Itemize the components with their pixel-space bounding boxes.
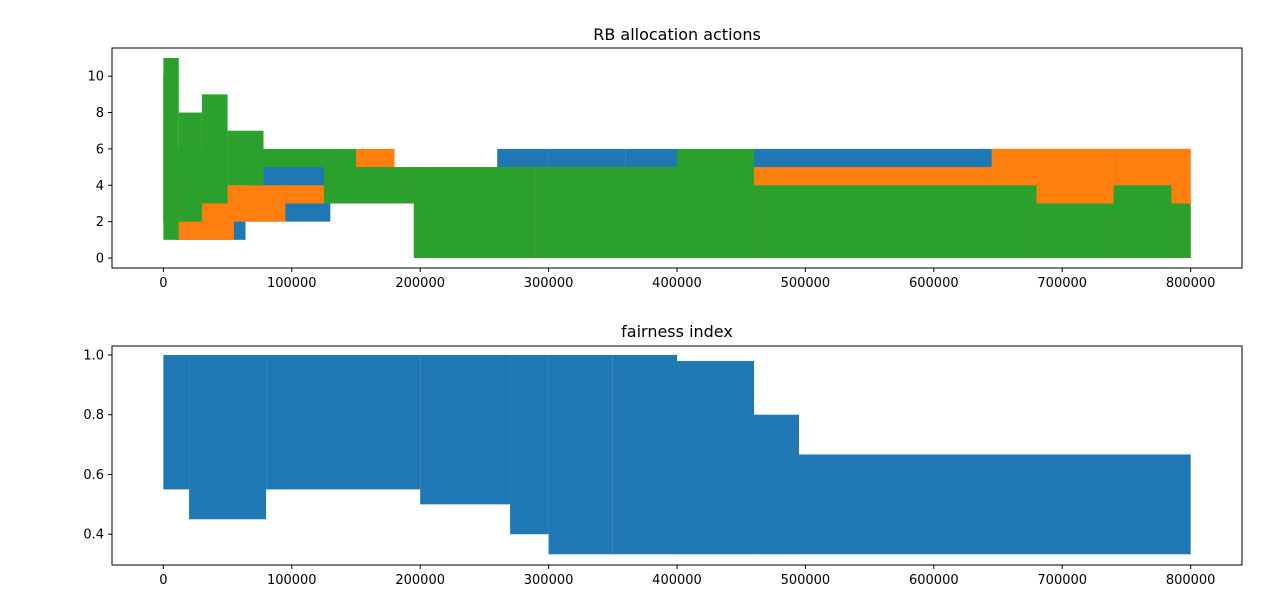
series-band: [754, 414, 799, 555]
x-tick-label: 100000: [267, 573, 317, 588]
series-band: [233, 185, 286, 222]
series-band: [510, 354, 549, 535]
y-tick-label: 8: [96, 106, 104, 121]
series-band: [420, 354, 511, 505]
series-band: [612, 354, 677, 555]
x-tick-label: 300000: [524, 573, 574, 588]
series-band: [798, 454, 1191, 555]
x-tick-label: 500000: [781, 276, 831, 291]
x-tick-label: 400000: [652, 573, 702, 588]
y-tick-label: 0.4: [83, 528, 104, 543]
series-band: [677, 360, 755, 555]
y-tick-label: 0.8: [83, 408, 104, 423]
x-tick-label: 800000: [1166, 276, 1216, 291]
y-tick-label: 1.0: [83, 348, 104, 363]
x-tick-label: 200000: [395, 573, 445, 588]
series-band: [201, 94, 228, 204]
plot-area: [163, 58, 1191, 258]
x-tick-label: 100000: [267, 276, 317, 291]
x-tick-label: 200000: [395, 276, 445, 291]
subplot-fairness-index: fairness index 0 100000 200000 300000 400000…: [83, 322, 1243, 588]
series-line: [163, 58, 1191, 258]
x-tick-label: 0: [159, 573, 167, 588]
plot-area: [163, 354, 1191, 555]
subplot-rb-allocation-actions: RB allocation actions 0 100000 200000 30000…: [87, 25, 1243, 291]
x-axis: 0 100000 200000 300000 400000 500000 600000 700…: [159, 565, 1215, 588]
series-band: [1113, 185, 1172, 258]
x-axis: 0 100000 200000 300000 400000 500000 600000 700…: [159, 268, 1215, 291]
x-tick-label: 0: [159, 276, 167, 291]
y-tick-label: 6: [96, 142, 104, 157]
series-band: [263, 148, 324, 168]
series-band: [1171, 203, 1191, 258]
series-band: [323, 148, 356, 204]
y-tick-label: 0.6: [83, 468, 104, 483]
series-band: [548, 354, 613, 555]
series-band: [189, 354, 267, 520]
series-band: [285, 185, 328, 204]
x-tick-label: 800000: [1166, 573, 1216, 588]
x-tick-label: 400000: [652, 276, 702, 291]
series-band: [754, 185, 1037, 258]
x-tick-label: 300000: [524, 276, 574, 291]
y-axis: 0.4 0.6 0.8 1.0: [83, 348, 112, 543]
x-tick-label: 500000: [781, 573, 831, 588]
series-line: [163, 354, 1191, 555]
series-band: [355, 167, 414, 204]
series-band: [677, 148, 755, 258]
series-band: [227, 130, 264, 186]
y-tick-label: 10: [87, 70, 104, 85]
y-tick-label: 2: [96, 215, 104, 230]
chart-title: RB allocation actions: [593, 25, 761, 44]
chart-title: fairness index: [621, 322, 733, 341]
y-tick-label: 0: [96, 252, 104, 267]
series-band: [266, 354, 421, 490]
series-band: [535, 167, 677, 258]
series-band: [1036, 203, 1114, 258]
series-band: [178, 112, 202, 222]
series-band: [413, 167, 536, 258]
x-tick-label: 600000: [909, 276, 959, 291]
series-band: [163, 354, 190, 490]
x-tick-label: 600000: [909, 573, 959, 588]
series-band: [163, 58, 179, 240]
x-tick-label: 700000: [1037, 276, 1087, 291]
y-tick-label: 4: [96, 179, 104, 194]
x-tick-label: 700000: [1037, 573, 1087, 588]
y-axis: 0 2 4 6 8 10: [87, 70, 112, 267]
